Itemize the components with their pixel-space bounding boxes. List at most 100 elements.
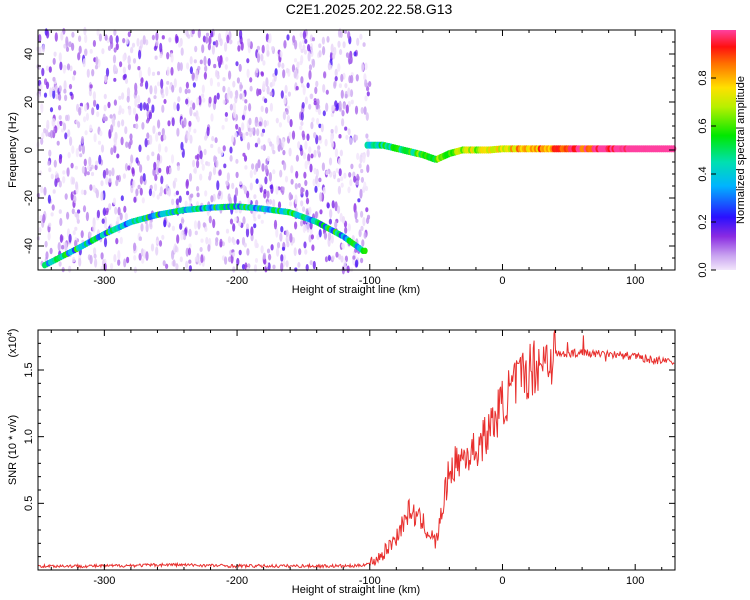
colorbar-tick-label: 0.8 [697,70,709,85]
spectrogram-noise-cell [228,256,232,263]
spectrogram-noise-cell [101,218,105,224]
spectrogram-noise-cell [45,65,50,71]
spectrogram-noise-cell [62,122,67,131]
spectrogram-noise-cell [335,251,339,258]
spectrogram-noise-cell [161,127,165,136]
spectrogram-noise-cell [85,112,89,121]
spectrogram-noise-cell [307,160,311,165]
spectrogram-noise-cell [285,108,289,115]
spectrogram-noise-cell [284,175,289,183]
spectrogram-noise-cell [182,234,187,241]
spectrogram-noise-cell [283,39,287,49]
spectrogram-noise-cell [195,69,199,79]
spectrogram-noise-cell [122,173,126,179]
spectrogram-noise-cell [98,33,102,42]
spectrogram-noise-cell [92,184,96,192]
spectrogram-noise-cell [325,89,329,95]
spectrogram-noise-cell [248,117,252,126]
spectrogram-noise-cell [111,167,115,177]
spectrogram-noise-cell [171,84,175,93]
spectrogram-noise-cell [229,218,234,225]
spectrogram-noise-cell [63,88,67,94]
spectrogram-noise-cell [239,131,243,137]
spectrogram-noise-cell [78,257,82,267]
spectrogram-noise-cell [203,148,207,156]
spectrogram-noise-cell [272,264,276,270]
spectrogram-noise-cell [166,165,170,175]
spectrogram-noise-cell [151,34,155,41]
spectrogram-noise-cell [41,67,45,77]
spectrogram-noise-cell [226,34,230,44]
spectrogram-noise-cell [184,88,188,95]
spectrogram-noise-cell [143,102,147,111]
colorbar-ticks: 0.0 0.2 0.4 0.6 0.8 [697,70,716,278]
spectrogram-noise-cell [210,195,214,203]
spectrogram-noise-cell [368,81,372,87]
spectrogram-noise-cell [171,250,175,260]
spectrogram-noise-cell [333,81,337,89]
spectrogram-noise-cell [138,49,142,60]
spectrogram-noise-cell [363,106,367,115]
spectrogram-noise-cell [263,119,267,128]
spectrogram-noise-cell [331,200,335,209]
spectrogram-noise-cell [356,152,360,160]
spectrogram-noise-cell [239,81,243,92]
spectrogram-noise-cell [338,83,342,88]
spectrogram-noise-cell [234,217,238,222]
spectrogram-noise-cell [263,189,267,194]
spectrogram-noise-cell [199,150,203,160]
spectrogram-noise-cell [138,252,142,261]
spectrogram-noise-cell [296,61,300,70]
spectrogram-noise-cell [74,226,78,231]
spectrogram-noise-cell [342,41,346,49]
snr-panel: -300 -200 -100 0 100 0.5 1.0 1.5 Height of str… [7,329,676,596]
spectrogram-noise-cell [205,32,210,37]
spectrogram-noise-cell [360,176,364,183]
spectrogram-noise-cell [245,223,250,230]
spectrogram-noise-cell [196,192,200,198]
spectrogram-noise-cell [188,120,192,127]
snr-x-axis-label: Height of straight line (km) [292,584,420,596]
snr-x-tick-label: -200 [226,575,248,587]
spectrogram-noise-cell [285,260,289,268]
spectrogram-noise-cell [347,30,351,40]
spectrogram-noise-cell [201,163,205,171]
spectrogram-noise-cell [365,112,369,121]
spectrogram-noise-cell [208,171,212,178]
spectrogram-noise-cell [167,120,171,127]
spectrogram-y-ticks: -40 -20 0 20 40 [23,29,675,271]
spectrogram-noise-cell [119,212,123,221]
spectrogram-noise-cell [62,170,66,175]
spectrogram-noise-cell [121,92,125,100]
spectrogram-noise-cell [196,97,200,106]
spectrogram-noise-cell [288,131,292,140]
spectrogram-noise-cell [58,52,62,62]
spectrogram-noise-cell [249,85,253,92]
spectrogram-noise-cell [236,77,240,84]
spectrogram-noise-cell [145,222,149,233]
spectrogram-noise-cell [215,159,219,168]
spectrogram-noise-cell [145,39,149,46]
spectrogram-noise-cell [149,134,153,145]
spectrogram-noise-cell [59,61,63,71]
spectrogram-noise-cell [347,87,351,97]
spectrogram-x-tick-label: 100 [626,275,644,287]
spectrogram-noise-cell [40,185,44,194]
spectrogram-noise-cell [89,254,93,265]
spectrogram-noise-cell [64,94,68,102]
spectrogram-noise-cell [96,209,100,219]
spectrogram-noise-cell [364,185,369,192]
spectrogram-noise-cell [80,230,84,239]
spectrogram-noise-cell [113,77,117,82]
spectrogram-noise-cell [307,51,311,62]
spectrogram-noise-cell [341,243,345,250]
spectrogram-noise-cell [96,29,100,36]
spectrogram-noise-cell [189,66,193,75]
spectrogram-noise-cell [207,244,211,252]
spectrogram-noise-cell [276,247,280,257]
spectrogram-noise-cell [164,146,168,153]
spectrogram-noise-cell [210,113,214,122]
spectrogram-noise-cell [117,120,121,128]
spectrogram-noise-cell [359,188,363,199]
